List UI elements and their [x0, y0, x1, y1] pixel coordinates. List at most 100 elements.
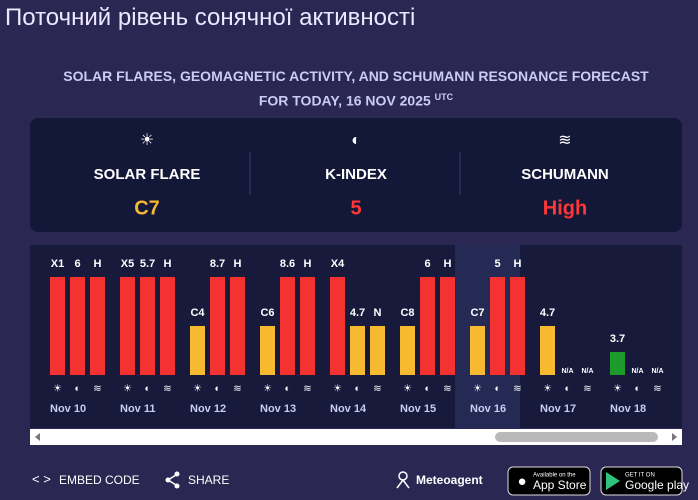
subtitle-text: SOLAR FLARES, GEOMAGNETIC ACTIVITY, AND … — [63, 68, 649, 109]
bar — [540, 326, 555, 375]
bar-label: H — [234, 258, 242, 270]
bar-label: C7 — [470, 307, 484, 319]
bar — [160, 277, 175, 375]
bar-icon: ≋ — [93, 384, 101, 395]
share-icon — [165, 477, 171, 483]
bar-label: N/A — [561, 368, 573, 375]
bar-label: C4 — [190, 307, 205, 319]
bar — [140, 277, 155, 375]
summary-value: C7 — [134, 197, 160, 219]
bar — [300, 277, 315, 375]
bar-label: 5.7 — [140, 258, 155, 270]
bar — [190, 326, 205, 375]
scroll-left[interactable] — [35, 433, 40, 441]
summary-icon: ≋ — [558, 132, 571, 149]
bar-icon: ◐ — [424, 384, 430, 395]
bar-icon: ☀ — [123, 384, 132, 395]
bar-icon: ≋ — [233, 384, 241, 395]
bar — [370, 326, 385, 375]
bar-icon: ≋ — [443, 384, 451, 395]
summary-value: High — [543, 197, 587, 219]
summary-icon: ☀ — [140, 132, 154, 149]
bar — [230, 277, 245, 375]
brand-icon — [396, 478, 410, 489]
bar — [280, 277, 295, 375]
bar — [400, 326, 415, 375]
bar-icon: ◐ — [74, 384, 80, 395]
day-label: Nov 10 — [50, 403, 86, 415]
bar-label: H — [94, 258, 102, 270]
bar-label: N/A — [581, 368, 593, 375]
bar-label: 5 — [494, 258, 500, 270]
bar — [210, 277, 225, 375]
embed-icon: < > — [32, 471, 51, 486]
scroll-thumb[interactable] — [495, 432, 658, 442]
day-label: Nov 15 — [400, 403, 436, 415]
bar-icon: ☀ — [333, 384, 342, 395]
summary-label: SOLAR FLARE — [94, 166, 201, 183]
bar — [120, 277, 135, 375]
bar-label: N/A — [651, 368, 663, 375]
bar — [260, 326, 275, 375]
bar-icon: ≋ — [583, 384, 591, 395]
bar-icon: ☀ — [193, 384, 202, 395]
embed-code[interactable]: EMBED CODE — [59, 473, 140, 487]
share-icon — [174, 471, 180, 477]
bar-label: 8.6 — [280, 258, 295, 270]
summary-icon: ◐ — [351, 132, 361, 149]
google-play-badge[interactable] — [600, 466, 683, 496]
utc-label: UTC — [434, 92, 454, 102]
play-icon — [606, 472, 620, 490]
bar-label: 6 — [74, 258, 80, 270]
bar-icon: ◐ — [144, 384, 150, 395]
bar-label: X4 — [331, 258, 345, 270]
scroll-right[interactable] — [672, 433, 677, 441]
day-label: Nov 11 — [120, 403, 155, 415]
bar — [440, 277, 455, 375]
bar-label: H — [444, 258, 452, 270]
bar — [90, 277, 105, 375]
day-label: Nov 13 — [260, 403, 296, 415]
bar — [490, 277, 505, 375]
bar-icon: ◐ — [284, 384, 290, 395]
bar-icon: ◐ — [634, 384, 640, 395]
day-label: Nov 16 — [470, 403, 506, 415]
bar-label: 4.7 — [540, 307, 555, 319]
day-label: Nov 12 — [190, 403, 226, 415]
day-label: Nov 14 — [330, 403, 367, 415]
bar — [330, 277, 345, 375]
app-store-badge[interactable] — [507, 466, 591, 496]
bar — [610, 352, 625, 375]
page-title: Поточний рівень сонячної активності — [5, 4, 416, 31]
badge-big: App Store — [533, 478, 587, 492]
bar-label: H — [514, 258, 522, 270]
bar-icon: ☀ — [53, 384, 62, 395]
bar-label: H — [304, 258, 312, 270]
bar-icon: ☀ — [543, 384, 552, 395]
bar-icon: ☀ — [613, 384, 622, 395]
summary-label: SCHUMANN — [521, 166, 609, 183]
bar-icon: ≋ — [373, 384, 381, 395]
bar-icon: ≋ — [303, 384, 311, 395]
bar-icon: ◐ — [214, 384, 220, 395]
share[interactable]: SHARE — [188, 473, 229, 487]
apple-icon: ● — [517, 473, 526, 490]
bar-icon: ≋ — [163, 384, 171, 395]
summary-value: 5 — [350, 197, 361, 219]
bar — [510, 277, 525, 375]
bar-label: 6 — [424, 258, 430, 270]
summary-panel — [30, 118, 682, 232]
bar — [50, 277, 65, 375]
bar-icon: ☀ — [473, 384, 482, 395]
brand: Meteoagent — [416, 473, 483, 487]
day-label: Nov 17 — [540, 403, 576, 415]
bar — [70, 277, 85, 375]
share-icon — [174, 483, 180, 489]
bar-label: X1 — [51, 258, 64, 270]
bar — [420, 277, 435, 375]
bar-label: X5 — [121, 258, 134, 270]
bar-label: N/A — [631, 368, 643, 375]
bar-icon: ≋ — [653, 384, 661, 395]
